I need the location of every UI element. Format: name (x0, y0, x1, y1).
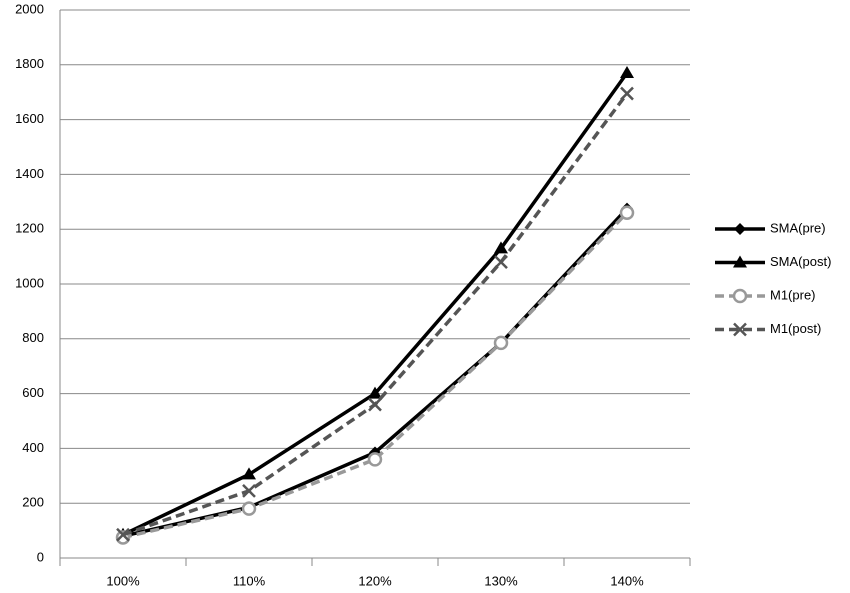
marker (619, 205, 635, 221)
legend-label: M1(post) (770, 321, 821, 336)
marker (734, 223, 746, 235)
legend-label: M1(pre) (770, 287, 816, 302)
y-tick-label: 200 (22, 495, 44, 510)
x-tick-label: 120% (358, 573, 392, 588)
series-line (122, 92, 629, 537)
x-tick-label: 140% (610, 573, 644, 588)
y-tick-label: 1200 (15, 221, 44, 236)
marker (368, 386, 382, 399)
y-tick-label: 600 (22, 385, 44, 400)
marker (620, 86, 634, 101)
marker (620, 66, 634, 79)
marker (242, 483, 256, 498)
x-tick-label: 100% (106, 573, 140, 588)
x-tick-label: 110% (233, 573, 266, 588)
marker (494, 255, 508, 269)
marker (494, 241, 508, 254)
marker (368, 397, 382, 412)
y-tick-label: 2000 (15, 1, 44, 16)
marker (733, 322, 747, 337)
legend-label: SMA(pre) (770, 220, 826, 235)
series-line (122, 207, 629, 538)
marker (242, 467, 256, 480)
x-tick-label: 130% (484, 573, 518, 588)
y-tick-label: 400 (22, 440, 44, 455)
y-tick-label: 1400 (15, 166, 44, 181)
marker (241, 501, 257, 516)
marker (733, 255, 747, 268)
marker (116, 527, 130, 542)
y-tick-label: 0 (37, 549, 44, 564)
legend-label: SMA(post) (770, 254, 831, 269)
y-tick-label: 1800 (15, 56, 44, 71)
series-line (122, 211, 629, 540)
marker (493, 335, 509, 351)
y-tick-label: 1000 (15, 275, 44, 290)
y-tick-label: 1600 (15, 111, 44, 126)
y-tick-label: 800 (22, 330, 44, 345)
marker (367, 452, 383, 467)
marker (732, 288, 748, 304)
